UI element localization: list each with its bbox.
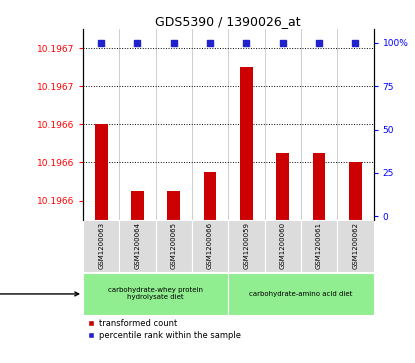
Bar	[349, 163, 362, 220]
Point	[316, 40, 322, 46]
Bar	[240, 67, 253, 220]
Bar	[167, 191, 180, 220]
Legend: transformed count, percentile rank within the sample: transformed count, percentile rank withi…	[87, 319, 241, 339]
Bar	[228, 220, 265, 272]
Point	[279, 40, 286, 46]
Point	[352, 40, 359, 46]
Text: carbohydrate-whey protein
hydrolysate diet: carbohydrate-whey protein hydrolysate di…	[108, 287, 203, 301]
Point	[98, 40, 105, 46]
Text: GSM1200059: GSM1200059	[244, 222, 249, 269]
Bar	[156, 220, 192, 272]
Text: GSM1200065: GSM1200065	[171, 222, 177, 269]
Bar	[276, 153, 289, 220]
Point	[134, 40, 141, 46]
Text: GSM1200062: GSM1200062	[352, 222, 358, 269]
Bar	[337, 220, 374, 272]
Title: GDS5390 / 1390026_at: GDS5390 / 1390026_at	[156, 15, 301, 28]
Text: carbohydrate-amino acid diet: carbohydrate-amino acid diet	[249, 291, 353, 297]
Bar	[301, 220, 337, 272]
Bar	[265, 220, 301, 272]
Bar	[95, 125, 107, 220]
Text: protocol: protocol	[0, 289, 79, 299]
Point	[171, 40, 177, 46]
Text: GSM1200061: GSM1200061	[316, 222, 322, 269]
Bar	[131, 191, 144, 220]
Bar	[83, 273, 228, 315]
Text: GSM1200066: GSM1200066	[207, 222, 213, 269]
Bar	[228, 273, 374, 315]
Text: GSM1200064: GSM1200064	[134, 222, 140, 269]
Point	[207, 40, 213, 46]
Bar	[312, 153, 325, 220]
Text: GSM1200063: GSM1200063	[98, 222, 104, 269]
Text: GSM1200060: GSM1200060	[280, 222, 286, 269]
Bar	[120, 220, 156, 272]
Bar	[192, 220, 228, 272]
Bar	[204, 172, 217, 220]
Bar	[83, 220, 120, 272]
Point	[243, 40, 250, 46]
